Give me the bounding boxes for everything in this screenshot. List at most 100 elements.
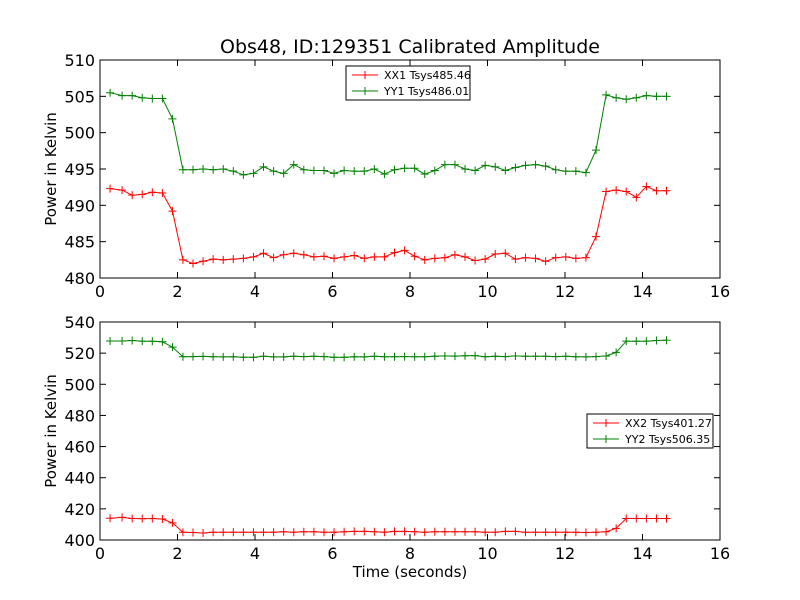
data-point <box>561 352 570 361</box>
data-point <box>571 352 580 361</box>
data-point <box>612 186 621 195</box>
data-point <box>299 165 308 174</box>
top-y-axis-label: Power in Kelvin <box>42 112 60 226</box>
data-point <box>289 352 298 361</box>
x-tick-label: 6 <box>327 544 337 563</box>
data-point <box>632 193 641 202</box>
data-point <box>662 186 671 195</box>
data-point <box>561 528 570 537</box>
series-xx <box>106 513 671 537</box>
data-point <box>410 252 419 261</box>
data-point <box>430 166 439 175</box>
data-point <box>370 165 379 173</box>
data-point <box>390 165 399 174</box>
data-point <box>541 257 550 266</box>
data-point <box>632 337 641 346</box>
data-point <box>118 513 127 522</box>
data-point <box>219 165 228 173</box>
data-point <box>289 528 298 537</box>
data-point <box>461 165 470 173</box>
top-legend: XX1 Tsys485.46 YY1 Tsys486.01 <box>345 65 471 101</box>
data-point <box>239 528 248 537</box>
data-point <box>632 93 641 102</box>
chart-title: Obs48, ID:129351 Calibrated Amplitude <box>220 36 600 58</box>
data-point <box>622 514 631 523</box>
data-point <box>350 251 359 260</box>
data-point <box>551 352 560 361</box>
data-point <box>581 528 590 537</box>
data-point <box>612 524 621 533</box>
y-tick-label: 400 <box>64 531 95 550</box>
data-point <box>299 527 308 536</box>
data-point <box>309 166 318 175</box>
data-point <box>400 164 409 173</box>
y-tick-label: 510 <box>64 51 95 70</box>
data-point <box>400 246 409 255</box>
data-point <box>612 348 621 357</box>
y-tick-label: 480 <box>64 406 95 425</box>
data-point <box>380 252 389 261</box>
data-point <box>592 528 600 537</box>
data-point <box>450 352 459 361</box>
data-point <box>340 527 349 536</box>
bottom-y-axis-label: Power in Kelvin <box>42 374 60 488</box>
data-point <box>380 170 389 179</box>
data-point <box>178 352 187 361</box>
data-point <box>319 352 328 361</box>
data-point <box>662 514 671 523</box>
data-point <box>158 337 167 346</box>
data-point <box>279 250 288 259</box>
data-point <box>330 528 339 537</box>
data-point <box>370 352 379 361</box>
data-point <box>158 94 167 103</box>
data-point <box>199 528 208 537</box>
data-point <box>249 528 258 537</box>
x-tick-label: 10 <box>477 282 497 301</box>
data-point <box>229 352 238 361</box>
y-tick-label: 540 <box>64 313 95 332</box>
data-point <box>541 352 550 361</box>
data-point <box>199 352 208 361</box>
data-point <box>138 514 147 523</box>
data-point <box>148 94 157 103</box>
data-point <box>269 253 278 262</box>
data-point <box>319 252 328 261</box>
data-point <box>148 514 157 523</box>
data-point <box>561 252 570 261</box>
y-tick-label: 500 <box>64 375 95 394</box>
data-point <box>471 256 480 265</box>
data-point <box>128 514 137 523</box>
data-point <box>622 187 631 196</box>
data-point <box>128 336 137 345</box>
data-point <box>642 182 651 191</box>
data-point <box>370 252 379 261</box>
data-point <box>319 528 328 537</box>
data-point <box>652 514 661 523</box>
y-tick-label: 460 <box>64 438 95 457</box>
data-point <box>511 527 520 536</box>
data-point <box>420 170 429 179</box>
top-panel: 0 2 4 6 8 10 12 14 16 480 485 490 495 500 505 510 Power… <box>42 51 730 301</box>
data-point <box>471 166 480 175</box>
data-point <box>481 528 490 537</box>
bottom-panel: 0 2 4 6 8 10 12 14 16 400 420 440 460 480 500 520 540 Po… <box>42 313 730 581</box>
data-point <box>128 191 137 200</box>
legend-label: XX1 Tsys485.46 <box>384 69 471 82</box>
y-tick-label: 495 <box>64 160 95 179</box>
data-point <box>189 528 197 537</box>
data-point <box>279 527 288 536</box>
data-point <box>501 166 510 175</box>
data-point <box>229 167 238 176</box>
data-point <box>239 170 248 179</box>
data-point <box>592 146 600 155</box>
data-point <box>168 343 177 352</box>
data-point <box>521 161 530 170</box>
legend-label: YY2 Tsys506.35 <box>624 433 710 446</box>
data-point <box>461 252 470 261</box>
data-point <box>450 160 459 169</box>
data-point <box>602 527 611 536</box>
data-point <box>279 169 288 178</box>
data-point <box>309 352 318 361</box>
data-point <box>189 165 197 174</box>
x-tick-label: 0 <box>95 282 105 301</box>
